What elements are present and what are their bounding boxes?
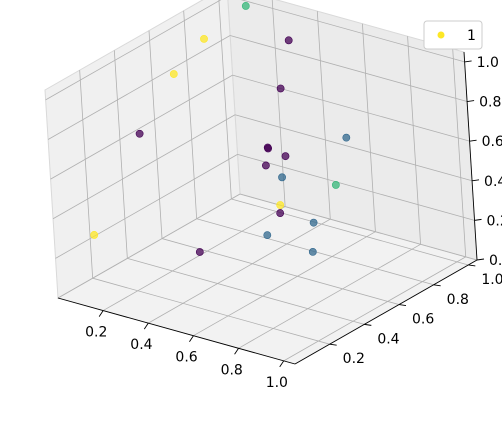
z-tick-label: 0.4 <box>484 174 502 190</box>
y-gridline-side <box>218 0 232 199</box>
legend-frame <box>423 20 483 50</box>
z-axis-line <box>463 51 478 261</box>
x-tick <box>189 335 194 342</box>
axis-panes <box>44 0 479 365</box>
data-point <box>276 201 285 209</box>
z-gridline-side <box>47 35 231 140</box>
y-gridline-floor <box>231 198 469 266</box>
data-point <box>342 133 351 142</box>
x-tick <box>143 322 149 330</box>
x-gridline-back <box>271 0 286 207</box>
z-tick <box>474 218 482 221</box>
data-point <box>281 152 290 161</box>
data-point <box>90 231 99 239</box>
y-tick-label: 0.8 <box>447 292 469 308</box>
x-gridline-back <box>362 23 376 232</box>
y-axis-line <box>294 259 478 365</box>
data-point <box>278 173 286 182</box>
legend-marker <box>437 31 445 39</box>
data-point <box>308 248 317 256</box>
z-gridline-back <box>237 153 475 221</box>
x-tick-label: 0.4 <box>130 337 152 353</box>
x-tick-label: 0.8 <box>221 362 243 378</box>
legend: 1 <box>423 20 483 50</box>
y-tick <box>329 343 337 346</box>
z-tick-label: 0.6 <box>482 134 502 150</box>
grid-lines <box>45 0 478 362</box>
y-tick-label: 1.0 <box>481 272 502 288</box>
x-gridline-floor <box>148 218 331 324</box>
legend-label: 1 <box>467 28 476 44</box>
x-gridline-floor <box>238 243 421 349</box>
x-axis-line <box>57 297 296 365</box>
y-tick <box>364 323 372 326</box>
x-gridline-floor <box>193 231 376 337</box>
y-gridline-side <box>113 50 128 259</box>
z-gridline-back <box>232 74 470 142</box>
x-tick-label: 1.0 <box>266 375 288 391</box>
data-point <box>241 2 250 10</box>
z-gridline-side <box>45 0 222 101</box>
data-point <box>261 161 270 170</box>
x-tick <box>279 360 285 368</box>
y-gridline-floor <box>92 277 330 345</box>
data-point <box>276 209 285 217</box>
data-point <box>284 36 293 45</box>
y-tick <box>398 304 407 307</box>
x-gridline-back <box>452 48 467 257</box>
y-tick <box>433 284 441 287</box>
y-tick-label: 0.6 <box>412 312 434 328</box>
data-point <box>276 84 285 93</box>
z-tick-label: 0.8 <box>479 95 501 111</box>
z-gridline-side <box>50 74 233 180</box>
x-gridline-floor <box>102 206 286 311</box>
data-point <box>169 70 178 78</box>
x-tick <box>98 310 104 317</box>
z-tick <box>476 258 485 261</box>
y-gridline-side <box>183 10 198 219</box>
x-gridline-back <box>407 36 421 245</box>
z-gridline-side <box>55 154 238 259</box>
data-point <box>135 129 144 138</box>
z-tick <box>467 100 475 102</box>
x-gridline-floor <box>283 256 466 362</box>
z-gridline-side <box>52 114 236 220</box>
y-tick-label: 0.4 <box>377 331 399 347</box>
x-gridline-back <box>316 11 331 220</box>
z-gridline-back <box>234 114 473 182</box>
data-point <box>309 218 318 227</box>
data-points <box>90 2 351 256</box>
z-tick <box>469 139 477 142</box>
data-point <box>195 248 204 256</box>
x-tick-label: 0.2 <box>85 325 107 341</box>
y-tick <box>468 264 476 267</box>
y-tick-label: 0.2 <box>343 351 365 367</box>
z-tick-label: 0.0 <box>489 253 502 269</box>
x-tick <box>234 348 239 355</box>
data-point <box>263 143 272 152</box>
z-tick <box>471 179 480 182</box>
z-tick <box>464 60 472 63</box>
z-tick-label: 0.2 <box>487 213 502 229</box>
y-gridline-side <box>148 30 163 239</box>
data-point <box>331 181 340 189</box>
y-gridline-floor <box>127 257 365 325</box>
z-gridline-back <box>240 0 465 63</box>
data-point <box>263 231 272 240</box>
z-tick-label: 1.0 <box>477 55 499 71</box>
axis-lines: 0.2 0.4 0.6 0.8 1.0 0.2 0.4 0.6 0.8 1.0 0.0 0.2 0.4 0… <box>57 51 502 391</box>
z-gridline-back <box>229 35 468 102</box>
y-gridline-side <box>79 70 94 279</box>
data-point <box>200 34 208 43</box>
z-gridline-side <box>57 193 241 299</box>
x-tick-label: 0.6 <box>175 350 197 366</box>
